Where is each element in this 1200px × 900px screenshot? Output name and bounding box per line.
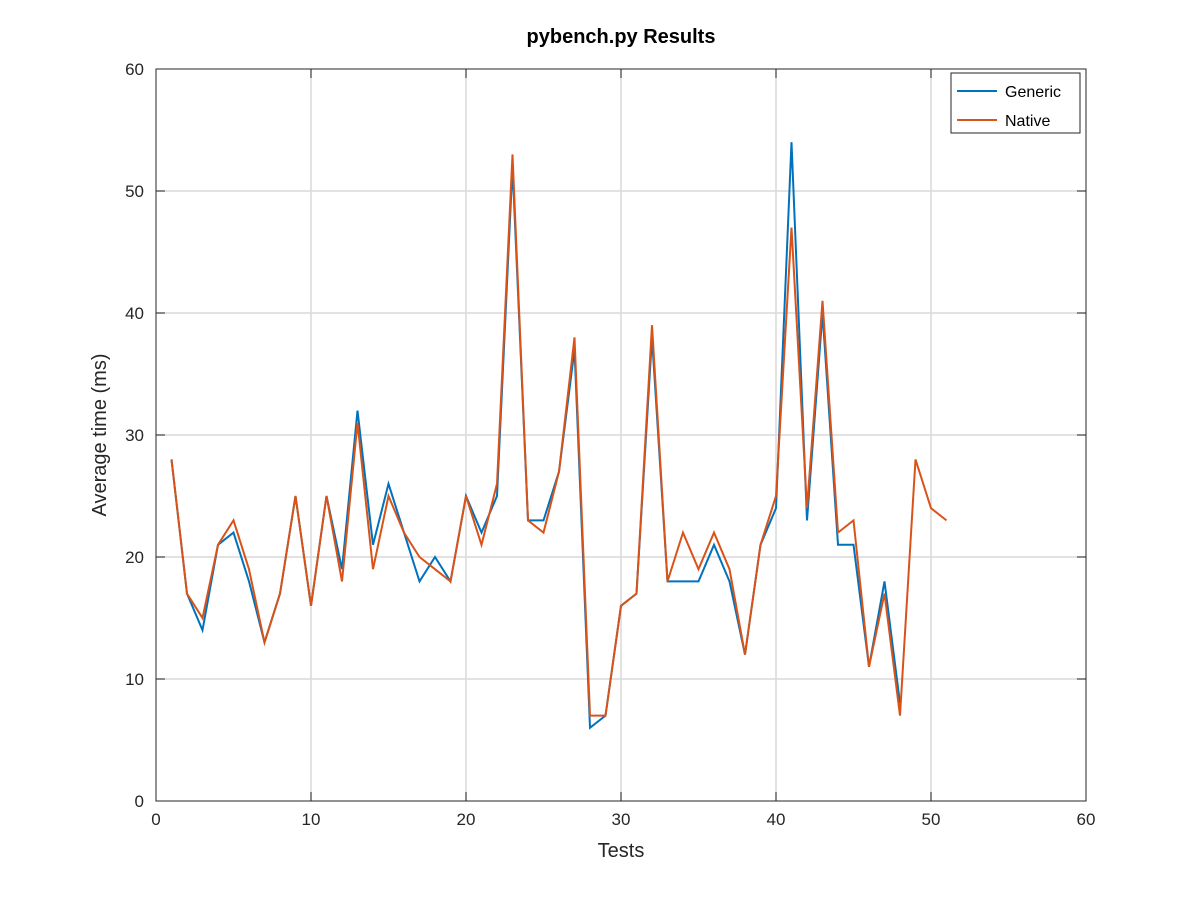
ticks: 0 10 20 30 40 50 60 0 10 20 30 40 50 60 [125, 60, 1095, 829]
y-tick-label: 60 [125, 60, 144, 79]
x-tick-label: 0 [151, 810, 160, 829]
legend-label-generic: Generic [1005, 84, 1061, 101]
x-tick-label: 10 [302, 810, 321, 829]
y-axis-label: Average time (ms) [89, 353, 111, 516]
series-lines [170, 142, 948, 730]
x-axis-label: Tests [598, 840, 645, 862]
x-tick-label: 20 [457, 810, 476, 829]
x-tick-label: 60 [1077, 810, 1096, 829]
y-tick-label: 50 [125, 182, 144, 201]
legend: Generic Native [950, 72, 1081, 134]
y-tick-label: 40 [125, 304, 144, 323]
x-tick-label: 30 [612, 810, 631, 829]
x-tick-label: 50 [922, 810, 941, 829]
y-tick-label: 30 [125, 426, 144, 445]
y-tick-label: 20 [125, 548, 144, 567]
legend-box [950, 72, 1081, 134]
legend-label-native: Native [1005, 113, 1050, 130]
series-line-native [170, 154, 948, 717]
chart-title: pybench.py Results [527, 26, 716, 48]
grid [156, 69, 1086, 801]
y-tick-label: 10 [125, 670, 144, 689]
x-tick-label: 40 [767, 810, 786, 829]
y-tick-label: 0 [135, 792, 144, 811]
